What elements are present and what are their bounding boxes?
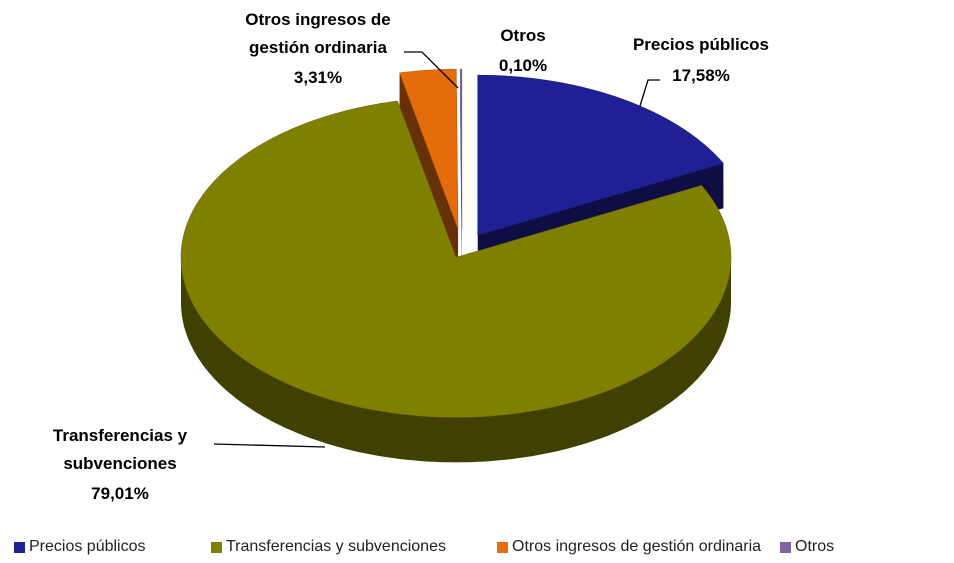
legend-swatch	[14, 541, 25, 553]
data-label-name: Transferencias y subvenciones	[52, 426, 188, 473]
legend-item: Precios públicos	[14, 538, 146, 556]
leader-line	[639, 79, 660, 107]
legend-label: Otros	[795, 538, 835, 555]
legend-swatch	[211, 541, 222, 553]
legend-swatch	[780, 541, 791, 553]
legend-swatch	[497, 541, 508, 553]
leader-line	[404, 51, 459, 89]
data-label-name: Precios públicos	[632, 35, 770, 54]
data-label-value: 79,01%	[91, 484, 149, 503]
leader-lines	[213, 51, 660, 448]
pie-slice	[180, 100, 732, 418]
data-label-name: Otros ingresos de gestión ordinaria	[245, 10, 391, 57]
pie-slice	[459, 68, 463, 230]
slice-side	[181, 257, 731, 463]
data-label-value: 0,10%	[498, 56, 548, 75]
leader-line	[213, 443, 326, 448]
legend-item: Transferencias y subvenciones	[211, 538, 446, 556]
legend-item: Otros	[780, 538, 834, 556]
legend-label: Otros ingresos de gestión ordinaria	[512, 538, 762, 555]
data-label-value: 17,58%	[672, 66, 730, 85]
slice-tops	[180, 68, 732, 418]
pie-slice	[477, 74, 724, 236]
data-label-value: 3,31%	[293, 68, 343, 87]
data-label-name: Otros	[500, 26, 546, 45]
legend-label: Precios públicos	[29, 538, 146, 555]
pie-slice	[399, 68, 459, 230]
legend-label: Transferencias y subvenciones	[226, 538, 446, 555]
legend-item: Otros ingresos de gestión ordinaria	[497, 538, 761, 556]
